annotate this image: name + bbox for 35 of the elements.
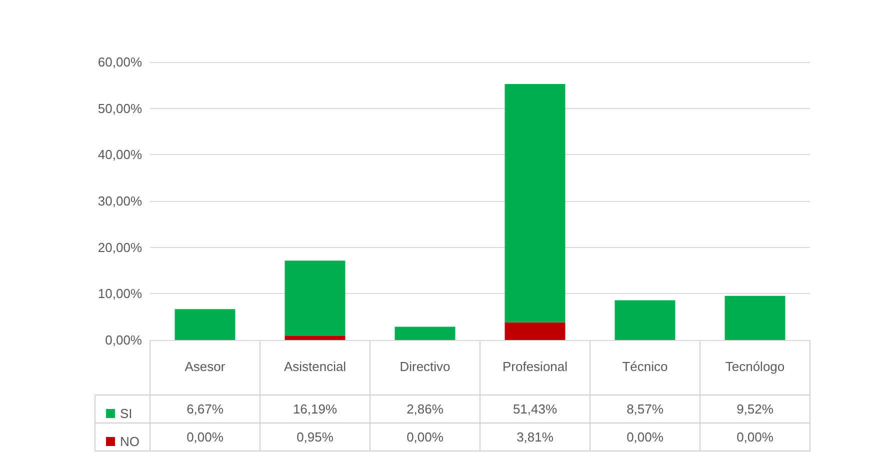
bar (284, 336, 346, 340)
bar (174, 309, 236, 340)
x-tick-label: Tecnólogo (725, 359, 785, 374)
bar (724, 296, 786, 340)
y-tick-label: 50,00% (98, 100, 142, 116)
bar (394, 326, 456, 340)
legend-label: SI (120, 406, 132, 421)
data-label: 3,81% (516, 430, 554, 444)
legend-label: NO (120, 434, 140, 449)
data-label: 9,52% (736, 402, 774, 416)
x-tick-label: Profesional (502, 359, 568, 374)
y-tick-label: 0,00% (105, 332, 142, 348)
bar (504, 84, 566, 322)
data-label: 0,00% (736, 430, 774, 444)
data-label: 16,19% (292, 402, 338, 416)
data-label: 0,00% (626, 430, 664, 444)
y-tick-label: 30,00% (98, 194, 142, 208)
x-tick-label: Asistencial (284, 359, 346, 374)
x-tick-label: Asesor (184, 359, 226, 374)
x-tick-label: Directivo (400, 359, 450, 374)
data-label: 0,00% (186, 430, 224, 444)
bar (504, 322, 566, 340)
bar (614, 300, 676, 340)
data-label: 51,43% (512, 402, 558, 416)
y-tick-label: 40,00% (98, 147, 142, 162)
data-label: 2,86% (406, 402, 444, 416)
y-tick-label: 60,00% (98, 54, 142, 70)
data-label: 8,57% (626, 402, 664, 416)
x-tick-label: Técnico (622, 359, 668, 374)
data-label: 0,95% (296, 430, 334, 444)
data-label: 6,67% (186, 402, 224, 416)
y-tick-label: 10,00% (98, 286, 142, 302)
y-tick-label: 20,00% (98, 240, 142, 255)
data-label: 0,00% (406, 430, 444, 444)
bar (284, 260, 346, 336)
